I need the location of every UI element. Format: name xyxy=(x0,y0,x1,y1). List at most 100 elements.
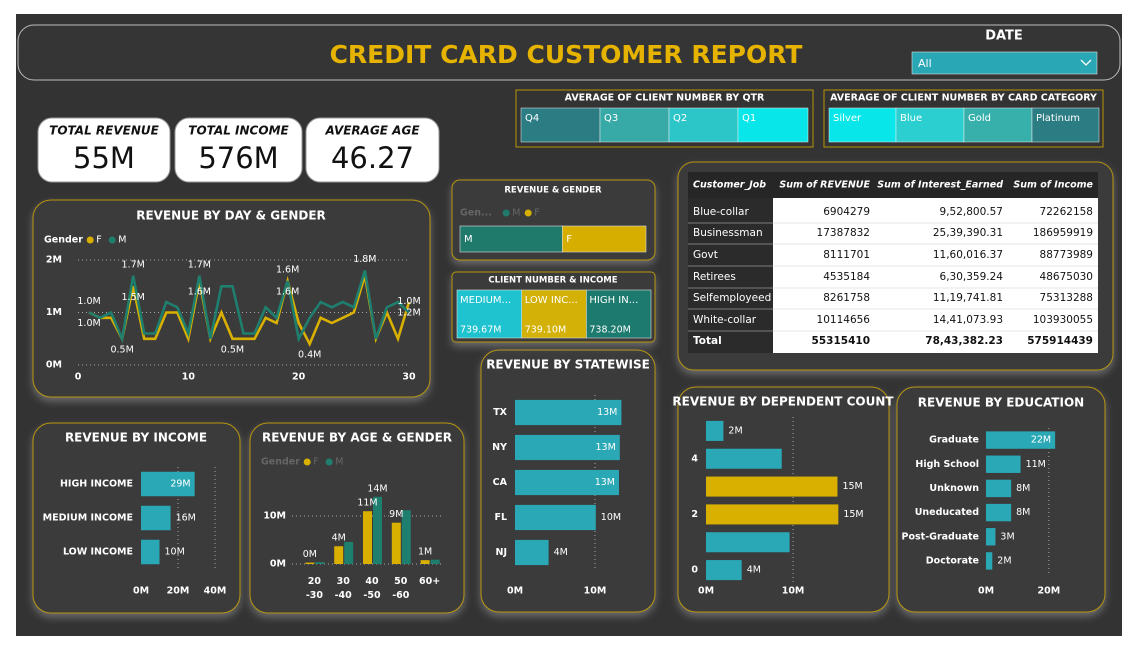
kpi-card xyxy=(174,117,303,183)
table-cell: 55315410 xyxy=(812,335,870,347)
x-tick-label: 60+ xyxy=(419,576,440,587)
table-cell: Retirees xyxy=(693,271,736,283)
tile[interactable] xyxy=(828,107,897,143)
bar xyxy=(515,399,622,426)
legend-marker xyxy=(108,236,116,244)
x-tick-label: 40M xyxy=(204,586,227,597)
header-bar xyxy=(17,24,1121,81)
table-header: Sum of Income xyxy=(1013,180,1093,191)
data-label: 16M xyxy=(176,513,196,524)
tile-label: Platinum xyxy=(1036,113,1080,124)
table-cell: 9,52,800.57 xyxy=(940,206,1003,218)
y-tick-label: 1M xyxy=(46,307,62,318)
table-cell: 11,19,741.81 xyxy=(933,292,1003,304)
data-label: 1.6M xyxy=(276,287,299,298)
table-cell: Blue-collar xyxy=(693,206,749,218)
tile[interactable] xyxy=(668,107,739,143)
data-label: 739.67M xyxy=(460,325,501,336)
tile[interactable] xyxy=(737,107,809,143)
tile-title: AVERAGE OF CLIENT NUMBER BY CARD CATEGOR… xyxy=(830,93,1097,104)
chart-title: REVENUE & GENDER xyxy=(504,186,602,196)
data-label: 11M xyxy=(357,498,377,509)
tile-box xyxy=(823,89,1104,148)
bar xyxy=(141,505,171,531)
tile-label: HIGH IN... xyxy=(589,295,638,306)
legend-title: Gender xyxy=(44,235,83,246)
table-rowhead-bg xyxy=(688,198,773,353)
kpi-label: TOTAL REVENUE xyxy=(49,124,159,138)
data-label: 1.7M xyxy=(188,259,211,270)
legend-title: Gender xyxy=(261,457,300,468)
data-label: 1.8M xyxy=(353,254,376,265)
chart-title: CLIENT NUMBER & INCOME xyxy=(488,276,617,286)
slicer-label: DATE xyxy=(985,29,1023,44)
chart-title: REVENUE BY INCOME xyxy=(65,431,207,445)
chart-panel xyxy=(32,422,241,614)
category-label: Graduate xyxy=(929,435,979,446)
legend-marker xyxy=(303,458,311,466)
x-tick-label: 30 -40 xyxy=(335,576,353,601)
tile[interactable] xyxy=(963,107,1033,143)
bar xyxy=(706,532,790,553)
bar xyxy=(515,504,596,531)
x-tick-label: 10M xyxy=(782,586,805,597)
x-tick-label: 20M xyxy=(1038,586,1061,597)
legend-title: Gen... xyxy=(460,208,492,219)
table-cell: 14,41,073.93 xyxy=(933,314,1003,326)
legend-marker xyxy=(86,236,94,244)
date-dropdown[interactable] xyxy=(911,51,1098,75)
data-label: 1.2M xyxy=(397,308,420,319)
bar xyxy=(986,479,1012,498)
table-cell: 78,43,382.23 xyxy=(925,335,1003,347)
x-tick-label: 0M xyxy=(133,586,149,597)
data-label: 738.20M xyxy=(589,325,630,336)
table-cell: 25,39,390.31 xyxy=(933,227,1003,239)
table-cell: 4535184 xyxy=(823,271,870,283)
chart-panel xyxy=(896,386,1106,613)
data-label: 0.5M xyxy=(221,344,244,355)
category-label: NY xyxy=(492,442,507,453)
data-label: 13M xyxy=(595,477,615,488)
tile[interactable] xyxy=(520,107,601,143)
data-label: 2M xyxy=(997,555,1011,566)
legend-marker xyxy=(502,209,510,217)
y-tick-label: 0M xyxy=(270,559,286,570)
x-tick-label: 10M xyxy=(584,586,607,597)
bar xyxy=(391,522,401,564)
table-cell: 72262158 xyxy=(1040,206,1093,218)
tile-label: Silver xyxy=(833,113,862,124)
treemap-tile xyxy=(521,289,587,339)
dropdown-chevron[interactable] xyxy=(1080,59,1092,66)
data-label: 4M xyxy=(332,533,346,544)
category-label: High School xyxy=(915,459,979,470)
chart-title: REVENUE BY DEPENDENT COUNT xyxy=(672,395,894,409)
tile[interactable] xyxy=(599,107,670,143)
segment-label: M xyxy=(464,234,473,245)
data-label: 0M xyxy=(303,549,317,560)
data-label: 1.6M xyxy=(188,287,211,298)
kpi-label: TOTAL INCOME xyxy=(188,124,289,138)
tile-label: Q4 xyxy=(525,113,539,124)
table-cell: 6,30,359.24 xyxy=(940,271,1004,283)
table-cell: 17387832 xyxy=(817,227,870,239)
legend-label: F xyxy=(313,457,318,468)
data-label: 3M xyxy=(1000,531,1014,542)
data-label: 0.5M xyxy=(110,344,133,355)
tile[interactable] xyxy=(895,107,965,143)
bar xyxy=(706,560,742,581)
bar xyxy=(515,434,620,461)
category-label: Unknown xyxy=(929,483,979,494)
table-cell: 11,60,016.37 xyxy=(933,249,1003,261)
data-label: 1.0M xyxy=(77,318,100,329)
data-label: 10M xyxy=(165,547,185,558)
kpi-card xyxy=(305,117,440,183)
tile[interactable] xyxy=(1031,107,1100,143)
x-tick-label: 0M xyxy=(507,586,523,597)
data-label: 4M xyxy=(747,565,761,576)
data-label: 1.0M xyxy=(397,296,420,307)
data-label: 15M xyxy=(842,481,862,492)
chart-panel xyxy=(677,386,890,613)
kpi-value: 576M xyxy=(198,141,278,175)
bar xyxy=(515,469,619,496)
